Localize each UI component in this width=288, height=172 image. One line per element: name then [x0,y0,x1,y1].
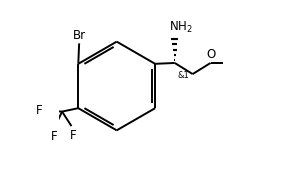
Text: F: F [70,129,77,142]
Text: O: O [206,48,215,61]
Text: &1: &1 [178,71,190,80]
Text: F: F [51,130,58,143]
Text: F: F [36,104,43,117]
Text: NH$_2$: NH$_2$ [169,20,193,35]
Text: Br: Br [73,29,86,42]
